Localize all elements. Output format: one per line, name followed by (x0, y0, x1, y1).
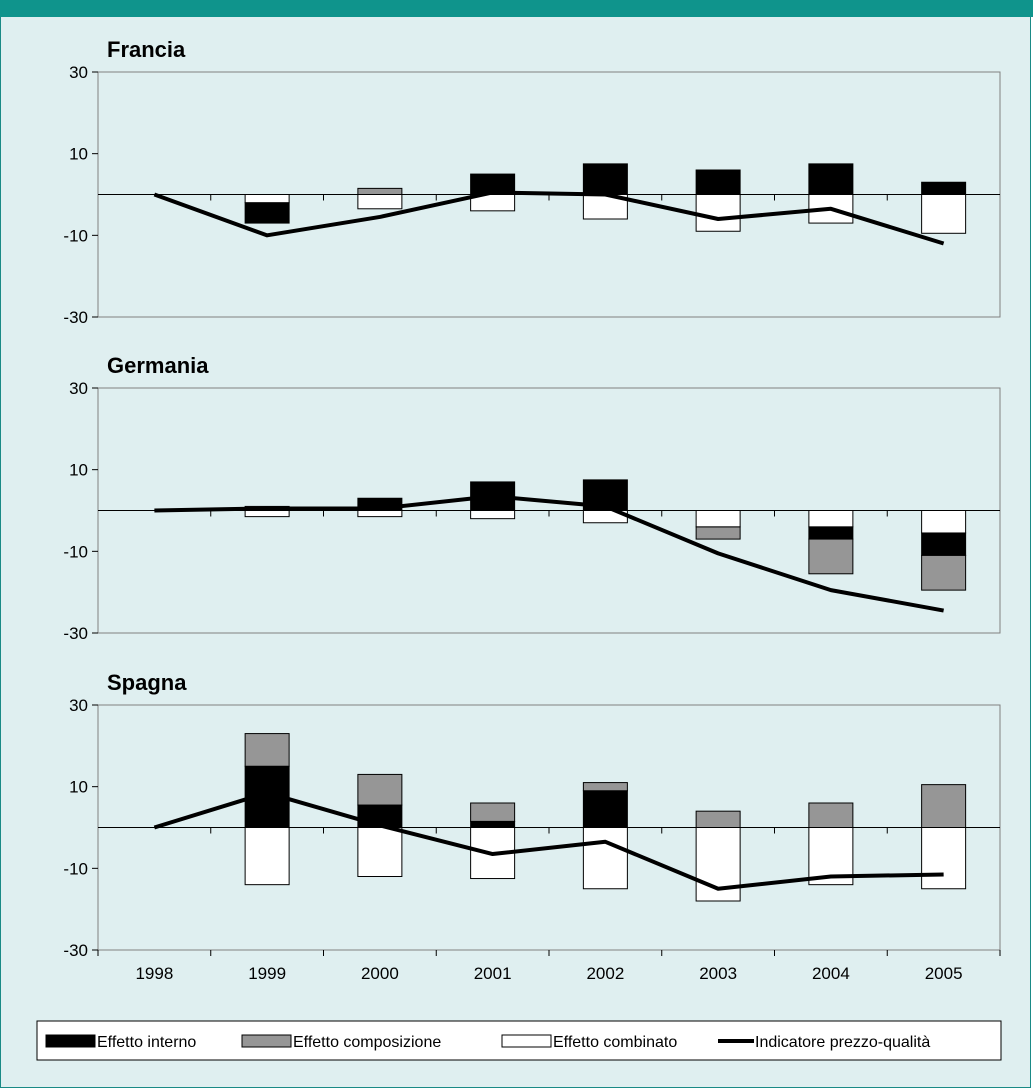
bar-composizione-2001 (470, 802, 516, 822)
header-bar (0, 0, 1033, 17)
line-indicatore-francia (153, 190, 945, 246)
bar-composizione-2000 (357, 773, 403, 806)
bar-combinato-2005 (921, 827, 967, 890)
legend: Effetto interno Effetto composizione Eff… (36, 1020, 1002, 1061)
bar-composizione-2003 (695, 810, 741, 829)
bar-interno-2004 (808, 526, 854, 540)
y-tick-label: -10 (63, 226, 88, 245)
panel-germania: Germania 30 10 -10 -30 (63, 353, 1001, 643)
y-tick-label: 30 (69, 63, 88, 82)
bar-composizione-2004 (808, 802, 854, 828)
bar-combinato-2004 (808, 510, 854, 528)
x-tick-label: 2003 (699, 964, 737, 983)
x-axis: 1998 1999 2000 2001 2002 2003 2004 2005 (97, 950, 1001, 983)
bar-combinato-1999 (244, 827, 290, 886)
y-tick-label: 30 (69, 379, 88, 398)
panel-title: Germania (107, 353, 209, 378)
bar-combinato-2001 (470, 510, 516, 520)
x-tick-label: 2002 (586, 964, 624, 983)
panel-francia: Francia 30 10 -10 -30 (63, 37, 1001, 327)
legend-swatch-interno (45, 1034, 96, 1048)
legend-label-combinato: Effetto combinato (553, 1034, 677, 1051)
panel-spagna: Spagna 30 10 -10 -30 (63, 670, 1001, 960)
bar-interno-2005 (921, 532, 967, 556)
bar-interno-2002 (582, 163, 628, 195)
y-tick-label: -30 (63, 308, 88, 327)
line-indicatore-germania (154, 494, 944, 613)
y-tick-label: 10 (69, 461, 88, 480)
bar-combinato-1999 (244, 510, 290, 518)
y-tick-label: -30 (63, 941, 88, 960)
bar-interno-2005 (921, 181, 967, 195)
legend-swatch-combinato (501, 1034, 552, 1048)
bar-interno-2001 (470, 820, 516, 828)
bar-combinato-2000 (357, 827, 403, 877)
bar-combinato-2000 (357, 194, 403, 210)
bar-interno-2002 (582, 790, 628, 828)
bar-composizione-2002 (582, 782, 628, 792)
bar-composizione-2000 (357, 187, 403, 195)
legend-label-interno: Effetto interno (97, 1034, 196, 1051)
legend-label-indicatore: Indicatore prezzo-qualità (755, 1034, 930, 1051)
bar-interno-2003 (695, 169, 741, 195)
bar-interno-1999 (244, 202, 290, 224)
y-tick-label: 30 (69, 696, 88, 715)
bar-composizione-2003 (695, 526, 741, 540)
line-indicatore-spagna (153, 790, 944, 891)
bar-composizione-1999 (244, 733, 290, 767)
y-tick-label: -30 (63, 624, 88, 643)
bar-combinato-2003 (695, 194, 741, 232)
x-tick-label: 2001 (474, 964, 512, 983)
bar-composizione-2004 (808, 538, 854, 575)
x-tick-label: 2000 (361, 964, 399, 983)
y-tick-label: 10 (69, 145, 88, 164)
bar-composizione-2005 (921, 554, 967, 591)
bar-combinato-2005 (921, 194, 967, 234)
y-tick-label: 10 (69, 778, 88, 797)
bar-combinato-2002 (582, 827, 628, 890)
y-tick-label: -10 (63, 859, 88, 878)
bar-combinato-2000 (357, 510, 403, 518)
legend-swatch-composizione (241, 1034, 292, 1048)
bar-interno-2004 (808, 163, 854, 195)
panel-title: Francia (107, 37, 186, 62)
bar-combinato-1999 (244, 194, 290, 204)
x-tick-label: 1998 (135, 964, 173, 983)
bar-combinato-2003 (695, 510, 741, 528)
x-tick-label: 2005 (925, 964, 963, 983)
panel-title: Spagna (107, 670, 187, 695)
bar-composizione-2005 (921, 784, 967, 828)
bar-combinato-2005 (921, 510, 967, 534)
x-tick-label: 1999 (248, 964, 286, 983)
y-tick-label: -10 (63, 542, 88, 561)
panels-layer: Francia3010-10-30Germania3010-10-30Spagn… (63, 37, 1001, 960)
x-tick-label: 2004 (812, 964, 850, 983)
legend-label-composizione: Effetto composizione (293, 1034, 441, 1051)
